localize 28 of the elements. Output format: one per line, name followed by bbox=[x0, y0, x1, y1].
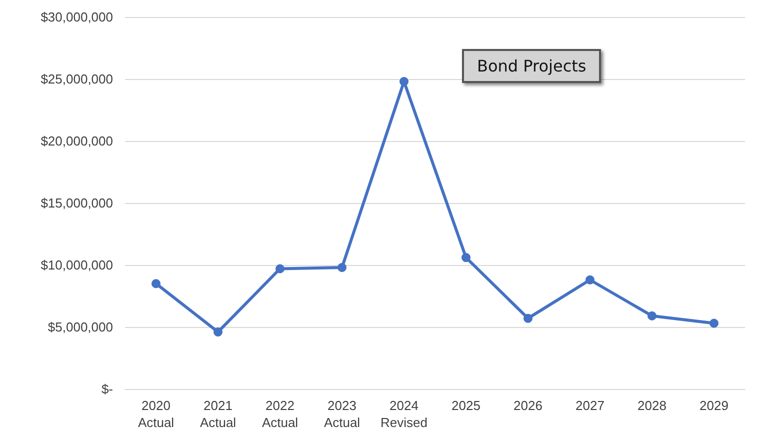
point bbox=[462, 253, 470, 262]
point bbox=[710, 318, 718, 328]
y-tick-label: $25,000,000 bbox=[40, 72, 113, 86]
y-tick-label: $30,000,000 bbox=[40, 10, 113, 24]
y-tick-label: $15,000,000 bbox=[40, 196, 113, 210]
point bbox=[214, 327, 222, 336]
x-tick-label: 2025 bbox=[452, 398, 480, 413]
point bbox=[152, 279, 160, 288]
x-tick-label: 2023 Actual bbox=[324, 398, 360, 430]
point bbox=[276, 264, 284, 274]
y-tick-label: $- bbox=[101, 382, 113, 396]
point bbox=[400, 76, 408, 86]
x-tick-label: 2024 Revised bbox=[380, 398, 428, 430]
y-tick-label: $10,000,000 bbox=[40, 258, 113, 272]
x-tick-label: 2021 Actual bbox=[200, 398, 236, 430]
point bbox=[648, 311, 656, 320]
point bbox=[586, 275, 594, 284]
y-tick-label: $20,000,000 bbox=[40, 134, 113, 148]
x-tick-label: 2029 bbox=[700, 398, 728, 413]
x-tick-label: 2028 bbox=[638, 398, 666, 413]
point bbox=[338, 262, 346, 272]
x-tick-label: 2026 bbox=[514, 398, 542, 413]
text: Bond Projects bbox=[477, 56, 586, 76]
y-tick-label: $5,000,000 bbox=[48, 320, 113, 334]
x-tick-label: 2020 Actual bbox=[138, 398, 174, 430]
x-tick-label: 2027 bbox=[576, 398, 604, 413]
x-tick-label: 2022 Actual bbox=[262, 398, 298, 430]
point bbox=[524, 314, 532, 323]
